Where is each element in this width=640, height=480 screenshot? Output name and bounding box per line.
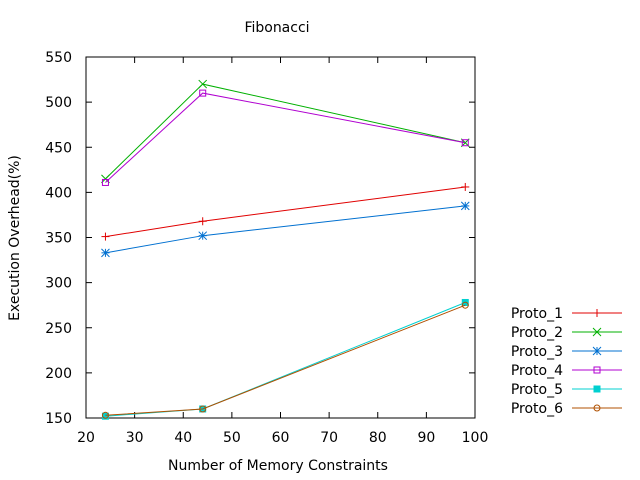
legend-entry: Proto_5: [511, 382, 622, 398]
legend-entry: Proto_4: [511, 363, 622, 379]
y-tick-label: 350: [45, 231, 72, 247]
legend-marker: [593, 366, 601, 374]
x-tick-label: 70: [320, 430, 338, 446]
legend-label: Proto_1: [511, 306, 563, 322]
plot-frame: [85, 56, 476, 419]
series-proto-2: [101, 79, 470, 184]
chart-title: Fibonacci: [244, 20, 309, 36]
series-layer: [101, 79, 470, 420]
data-point: [198, 231, 208, 241]
legend-label: Proto_4: [511, 363, 563, 379]
x-tick-label: 90: [417, 430, 435, 446]
legend-marker: [593, 309, 601, 317]
y-tick-label: 400: [45, 185, 72, 201]
legend-entry: Proto_1: [511, 306, 622, 322]
data-point: [101, 178, 109, 186]
data-point: [199, 405, 207, 413]
legend-label: Proto_6: [511, 401, 563, 417]
data-point: [198, 217, 207, 226]
x-tick-label: 100: [462, 430, 489, 446]
series-line: [105, 83, 466, 180]
legend-marker: [593, 385, 601, 393]
series-line: [105, 92, 466, 183]
series-proto-6: [101, 301, 469, 419]
axes: 20 30 40 50 60 70 80 90 100 150 200 250 300 350 400 450…: [45, 50, 488, 446]
data-point: [101, 411, 109, 419]
y-tick-label: 500: [45, 95, 72, 111]
legend-label: Proto_3: [511, 344, 563, 360]
series-line: [105, 302, 466, 417]
legend-marker: [593, 404, 601, 412]
y-axis-label: Execution Overhead(%): [7, 155, 23, 321]
legend-marker: [592, 327, 602, 337]
y-tick-label: 550: [45, 50, 72, 66]
data-point: [461, 301, 469, 309]
data-point: [198, 79, 208, 89]
legend-entry: Proto_3: [511, 344, 622, 360]
legend-entry: Proto_2: [511, 325, 622, 341]
data-point: [101, 248, 110, 258]
legend-marker: [592, 346, 602, 356]
series-proto-4: [101, 89, 469, 186]
series-proto-1: [101, 182, 470, 241]
y-tick-label: 200: [45, 366, 72, 382]
legend: Proto_1 Proto_2 Proto_3 Proto_4 Proto_5 Proto…: [511, 306, 622, 417]
data-point: [460, 201, 470, 211]
data-point: [101, 232, 110, 241]
y-tick-label: 450: [45, 140, 72, 156]
x-axis-label: Number of Memory Constraints: [168, 458, 388, 474]
legend-label: Proto_2: [511, 325, 563, 341]
data-point: [461, 182, 470, 191]
series-proto-5: [101, 298, 469, 420]
x-tick-label: 50: [223, 430, 241, 446]
series-proto-3: [101, 201, 470, 258]
y-tick-label: 250: [45, 321, 72, 337]
y-tick-label: 300: [45, 276, 72, 292]
x-tick-label: 30: [126, 430, 144, 446]
y-tick-label: 150: [45, 411, 72, 427]
data-point: [199, 89, 207, 97]
legend-label: Proto_5: [511, 382, 563, 398]
legend-entry: Proto_6: [511, 401, 622, 417]
x-tick-label: 20: [77, 430, 95, 446]
x-tick-label: 80: [369, 430, 387, 446]
series-line: [105, 205, 466, 254]
x-tick-label: 40: [174, 430, 192, 446]
data-point: [461, 139, 469, 147]
series-line: [105, 304, 466, 416]
x-tick-label: 60: [272, 430, 290, 446]
